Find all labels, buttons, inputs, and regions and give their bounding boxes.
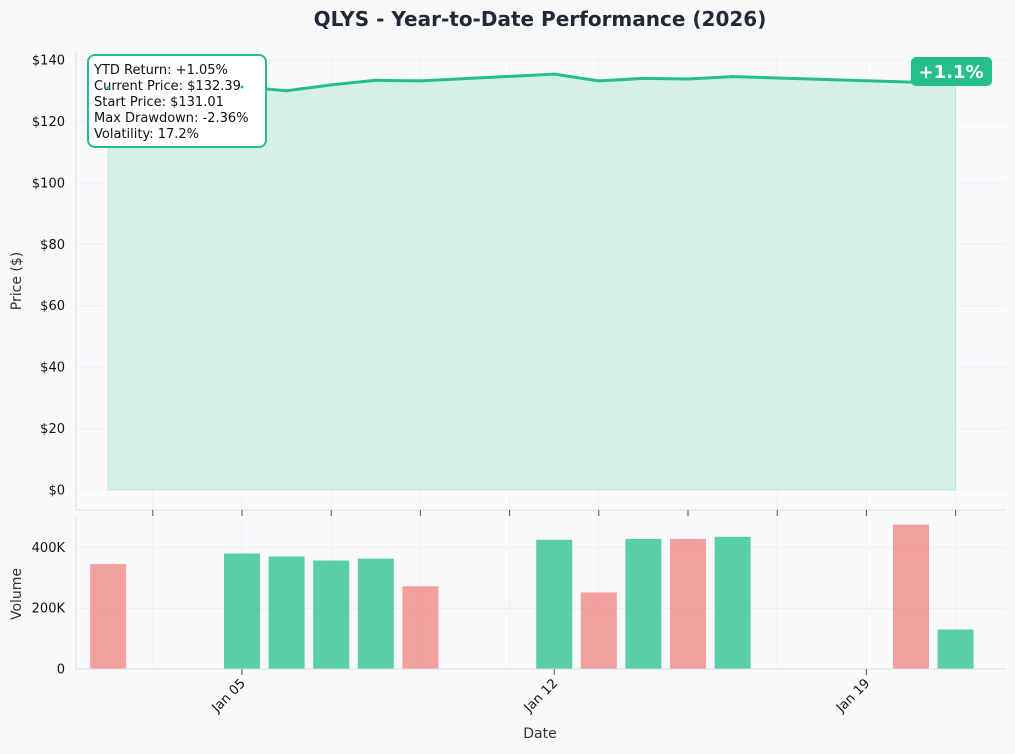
volume-y-tick-label: 400K [32, 541, 66, 556]
volume-bar [402, 586, 439, 669]
stats-box-frame [87, 54, 267, 148]
price-x-ticks [152, 510, 957, 516]
price-y-tick-label: $80 [40, 238, 65, 253]
price-point [731, 75, 735, 79]
price-point [954, 81, 958, 85]
price-point [374, 78, 378, 82]
price-y-tick-label: $140 [32, 54, 65, 69]
volume-bars [90, 524, 974, 669]
stat-ytd-return: YTD Return: +1.05% [93, 63, 228, 78]
price-y-tick-label: $0 [48, 484, 65, 499]
stat-current-price: Current Price: $132.39 [94, 79, 241, 94]
volume-bar [580, 592, 617, 669]
price-point [909, 80, 913, 84]
price-panel: $0 $20 $40 $60 $80 $100 $120 $140 Price ($) YTD… [9, 52, 1006, 516]
price-point [285, 89, 289, 93]
return-badge: +1.1% [911, 57, 992, 86]
price-y-tick-label: $40 [40, 361, 65, 376]
x-tick-label: Jan 05 [209, 676, 249, 716]
x-tick-label: Jan 19 [833, 676, 873, 716]
price-y-axis-label: Price ($) [9, 252, 25, 310]
price-point [240, 85, 244, 89]
return-badge-bg [911, 57, 992, 86]
volume-bar [625, 538, 662, 669]
volume-bar [714, 536, 751, 669]
volume-y-axis-label: Volume [9, 568, 25, 620]
volume-x-ticks: Jan 05 Jan 12 Jan 19 [209, 669, 873, 716]
price-y-tick-label: $60 [40, 299, 65, 314]
volume-bar [357, 558, 394, 669]
return-badge-label: +1.1% [918, 62, 983, 83]
stat-start-price: Start Price: $131.01 [94, 95, 224, 110]
volume-y-ticks: 0 200K 400K [32, 541, 66, 678]
volume-bar [670, 538, 706, 669]
price-point [418, 79, 422, 83]
stat-max-drawdown: Max Drawdown: -2.36% [94, 111, 249, 126]
chart-title: QLYS - Year-to-Date Performance (2026) [314, 7, 767, 31]
volume-panel: 0 200K 400K Jan 05 Jan 12 Jan 19 Volume Date [9, 517, 1006, 742]
price-y-tick-label: $20 [40, 422, 65, 437]
price-point [106, 86, 110, 90]
volume-bar [268, 556, 305, 669]
volume-bar [536, 539, 573, 669]
price-point [329, 83, 333, 87]
stats-box: YTD Return: +1.05% Current Price: $132.3… [87, 54, 267, 148]
stat-volatility: Volatility: 17.2% [94, 127, 199, 142]
price-y-ticks: $0 $20 $40 $60 $80 $100 $120 $140 [32, 54, 65, 499]
price-point [597, 79, 601, 83]
price-y-tick-label: $120 [32, 115, 65, 130]
volume-y-tick-label: 0 [57, 663, 65, 678]
price-point [641, 76, 645, 80]
volume-bar [937, 629, 974, 669]
x-tick-label: Jan 12 [521, 676, 561, 716]
volume-bar [313, 560, 350, 669]
volume-bar [224, 553, 260, 669]
price-point [686, 77, 690, 81]
x-axis-label: Date [523, 726, 556, 742]
price-point [552, 72, 556, 76]
volume-bar [893, 524, 929, 669]
volume-bar [90, 564, 127, 669]
volume-y-tick-label: 200K [32, 602, 66, 617]
price-y-tick-label: $100 [32, 176, 65, 191]
